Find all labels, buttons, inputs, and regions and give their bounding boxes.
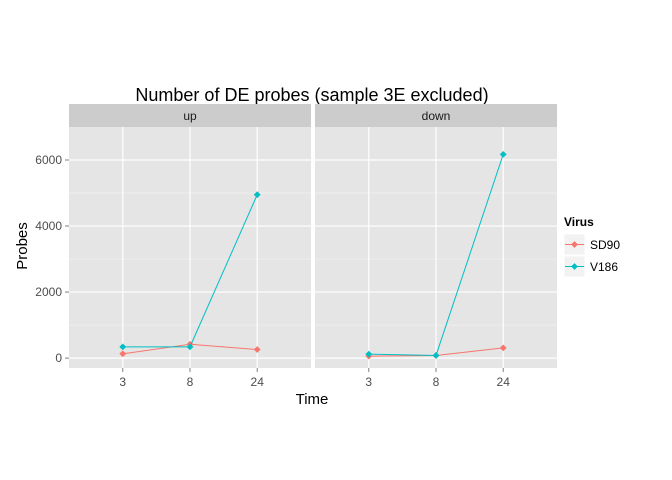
data-point-sd90 xyxy=(253,346,261,353)
x-tick-label: 24 xyxy=(497,375,511,389)
chart-title: Number of DE probes (sample 3E excluded) xyxy=(135,85,488,105)
data-point-v186 xyxy=(186,343,194,351)
legend-key-marker xyxy=(571,263,578,270)
legend-label-sd90: SD90 xyxy=(590,238,620,252)
facet-panel-up: up xyxy=(69,104,311,368)
x-tick-label: 24 xyxy=(251,375,265,389)
facet-strip xyxy=(315,104,557,127)
data-point-v186 xyxy=(432,352,440,359)
y-axis-label: Probes xyxy=(14,222,31,270)
facet-strip-label: up xyxy=(183,109,197,123)
data-point-v186 xyxy=(499,151,507,158)
legend-title: Virus xyxy=(564,215,594,229)
facet-panel-down: down xyxy=(315,104,557,368)
data-point-sd90 xyxy=(119,350,127,358)
y-tick-label: 4000 xyxy=(35,219,62,233)
x-tick-label: 8 xyxy=(433,375,440,389)
legend-label-v186: V186 xyxy=(590,260,618,274)
data-point-v186 xyxy=(253,191,261,199)
x-tick-label: 8 xyxy=(187,375,194,389)
legend: Virus SD90 V186 xyxy=(563,215,620,278)
x-tick-label: 3 xyxy=(365,375,372,389)
legend-key-marker xyxy=(571,241,578,248)
y-tick-label: 6000 xyxy=(35,153,62,167)
y-tick-label: 0 xyxy=(55,351,62,365)
facet-strip-label: down xyxy=(422,109,451,123)
facet-strip xyxy=(69,104,311,127)
x-axis: 3 8 24 3 8 24 xyxy=(119,368,510,389)
data-point-v186 xyxy=(119,343,127,351)
y-tick-label: 2000 xyxy=(35,285,62,299)
y-axis: 0 2000 4000 6000 xyxy=(35,153,69,365)
x-tick-label: 3 xyxy=(119,375,126,389)
x-axis-label: Time xyxy=(296,391,329,408)
data-point-v186 xyxy=(365,350,373,358)
data-point-sd90 xyxy=(499,344,507,352)
